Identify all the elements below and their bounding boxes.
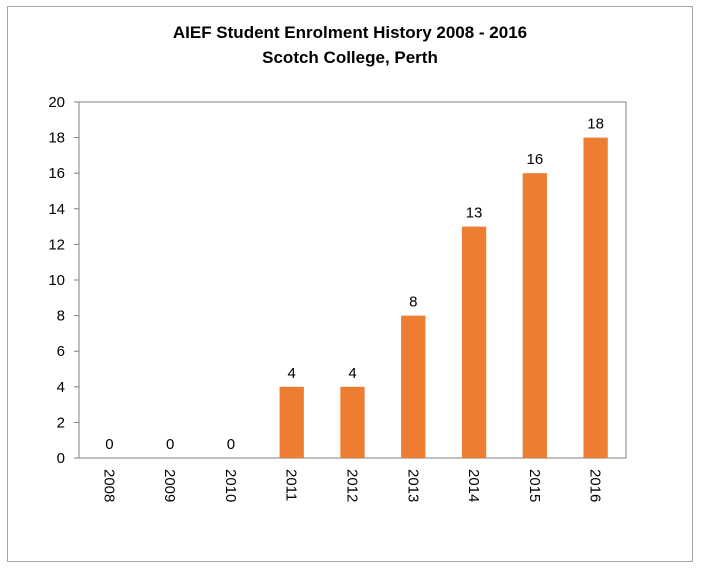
x-tick-label-2013: 2013 xyxy=(404,469,421,502)
data-label-2009: 0 xyxy=(166,436,174,453)
y-tick-label: 16 xyxy=(48,165,65,182)
x-tick-label-2009: 2009 xyxy=(161,469,178,502)
bar-2016 xyxy=(583,137,608,458)
data-label-2008: 0 xyxy=(105,436,113,453)
y-tick-label: 6 xyxy=(57,343,65,360)
x-tick-label-2015: 2015 xyxy=(526,469,543,502)
bar-2013 xyxy=(401,315,426,458)
data-label-2013: 8 xyxy=(409,294,417,311)
x-tick-label-2016: 2016 xyxy=(587,469,604,502)
y-tick-label: 0 xyxy=(57,450,65,467)
x-tick-label-2012: 2012 xyxy=(344,469,361,502)
data-label-2012: 4 xyxy=(348,365,356,382)
x-tick-label-2014: 2014 xyxy=(465,469,482,502)
data-label-2014: 13 xyxy=(466,205,483,222)
y-tick-label: 10 xyxy=(48,272,65,289)
y-tick-label: 12 xyxy=(48,236,65,253)
bar-2014 xyxy=(461,226,487,458)
bar-2011 xyxy=(279,386,304,458)
y-axis: 0 2 4 6 8 10 12 14 16 18 20 xyxy=(48,94,79,467)
data-label-2010: 0 xyxy=(227,436,235,453)
y-tick-label: 8 xyxy=(57,308,65,325)
y-tick-label: 18 xyxy=(48,130,65,147)
x-axis: 2008 2009 2010 2011 2012 2013 2014 2015 2016 xyxy=(100,469,603,502)
data-label-2015: 16 xyxy=(526,151,543,168)
y-tick-label: 4 xyxy=(57,379,65,396)
chart-title: AIEF Student Enrolment History 2008 - 20… xyxy=(173,23,527,42)
y-tick-label: 2 xyxy=(57,414,65,431)
bar-2012 xyxy=(340,386,365,458)
chart-frame xyxy=(7,6,693,562)
y-tick-label: 20 xyxy=(48,94,65,111)
x-tick-label-2011: 2011 xyxy=(283,469,300,501)
data-labels: 0 0 0 4 4 8 13 16 18 xyxy=(105,116,604,453)
bar-2015 xyxy=(522,173,547,458)
bar-series xyxy=(279,137,608,458)
data-label-2016: 18 xyxy=(587,116,604,133)
x-tick-label-2008: 2008 xyxy=(100,469,117,502)
data-label-2011: 4 xyxy=(288,365,296,382)
chart-subtitle: Scotch College, Perth xyxy=(262,48,438,67)
y-tick-label: 14 xyxy=(48,201,65,218)
x-tick-label-2010: 2010 xyxy=(222,469,239,502)
